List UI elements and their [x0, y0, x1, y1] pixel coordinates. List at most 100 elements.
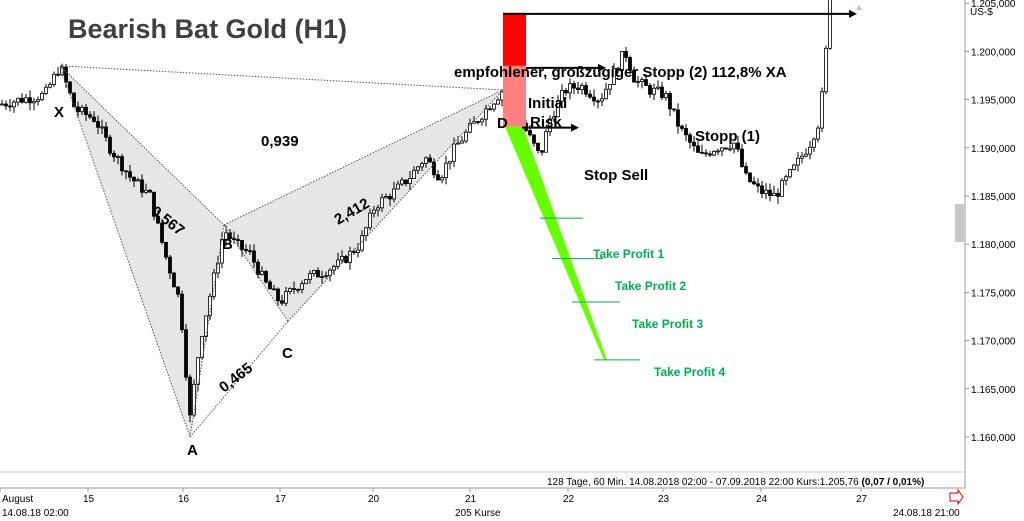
candle-body	[800, 155, 804, 159]
wide-stop-label: empfohlener, großzügiger Stopp (2) 112,8…	[454, 64, 787, 81]
candle-body	[76, 106, 80, 113]
candle-body	[96, 121, 100, 128]
candle-body	[168, 256, 172, 274]
candle-body	[248, 250, 252, 253]
candle-body	[80, 106, 84, 113]
candle-body	[276, 288, 280, 302]
stop-sell-arrow-head	[571, 123, 579, 132]
leg-bc	[223, 224, 289, 322]
y-tick-label: 1.160,000	[971, 433, 1016, 444]
candle-body	[44, 86, 48, 94]
candle-body	[160, 222, 164, 243]
candle-body	[584, 85, 588, 95]
candle-body	[644, 79, 648, 86]
candle-body	[376, 207, 380, 211]
candle-body	[264, 270, 268, 283]
candle-body	[460, 140, 464, 144]
candle-body	[724, 147, 728, 150]
candle-body	[820, 91, 824, 129]
info-bar-change: (0,07 / 0,01%)	[862, 477, 925, 488]
candle-body	[356, 249, 360, 253]
candle-body	[192, 383, 196, 416]
pattern-triangle-xab	[60, 65, 224, 438]
candle-body	[340, 255, 344, 261]
candle-body	[708, 153, 712, 156]
candle-body	[28, 97, 32, 104]
candle-body	[496, 99, 500, 105]
candle-body	[684, 128, 688, 136]
x-tick-label: 20	[368, 494, 380, 505]
trade-zones	[503, 12, 640, 361]
leg-xa	[59, 65, 191, 438]
take-profit-1-label: Take Profit 1	[593, 247, 664, 261]
candle-body	[0, 103, 4, 106]
candle-body	[444, 162, 448, 179]
candle-body	[792, 164, 796, 170]
candle-body	[652, 87, 656, 95]
ratio-xad: 0,939	[261, 133, 299, 150]
candle-body	[4, 103, 8, 107]
candle-body	[404, 179, 408, 184]
candle-body	[824, 47, 828, 93]
y-tick-label: 1.165,000	[971, 385, 1016, 396]
candle-body	[476, 121, 480, 123]
candle-body	[128, 171, 132, 178]
y-tick-label: 1.170,000	[971, 337, 1016, 348]
candle-body	[484, 108, 488, 120]
x-tick-label: 23	[658, 494, 670, 505]
stop-sell-label: Stop Sell	[584, 167, 648, 184]
candle-body	[332, 266, 336, 271]
candle-body	[184, 329, 188, 378]
candle-body	[400, 179, 404, 185]
candle-body	[312, 270, 316, 274]
scroll-right-icon[interactable]	[949, 488, 964, 506]
candle-body	[140, 179, 144, 193]
candle-body	[296, 289, 300, 291]
candle-body	[88, 114, 92, 118]
candle-body	[56, 73, 60, 76]
scroll-up-icon[interactable]	[856, 5, 862, 10]
x-tick-label: 21	[465, 494, 477, 505]
candle-body	[432, 161, 436, 176]
candle-body	[736, 142, 740, 150]
point-label-d: D	[497, 115, 508, 132]
stop-one-label: Stopp (1)	[695, 128, 760, 145]
x-tick-label: 22	[563, 494, 575, 505]
candle-body	[640, 79, 644, 82]
footer-center: 205 Kurse	[455, 508, 501, 519]
candle-body	[448, 160, 452, 164]
candle-body	[788, 169, 792, 178]
candle-body	[812, 138, 816, 148]
x-tick-label: 16	[178, 494, 190, 505]
candle-body	[412, 169, 416, 179]
candle-body	[352, 250, 356, 253]
candle-body	[680, 125, 684, 129]
point-label-x: X	[54, 104, 64, 121]
candle-body	[604, 88, 608, 100]
y-tick-label: 1.205,000	[971, 0, 1016, 10]
candle-body	[136, 179, 140, 182]
x-tick-label: August	[2, 494, 33, 505]
arrows	[503, 9, 857, 132]
candle-body	[8, 105, 12, 108]
x-tick-label: 15	[83, 494, 95, 505]
chart-title: Bearish Bat Gold (H1)	[68, 14, 347, 44]
y-tick-label: 1.180,000	[971, 240, 1016, 251]
candle-body	[716, 150, 720, 153]
candle-body	[280, 300, 284, 304]
candle-body	[320, 276, 324, 278]
candle-body	[728, 148, 732, 151]
candle-body	[396, 183, 400, 190]
candle-body	[796, 157, 800, 166]
candle-body	[220, 238, 224, 264]
candle-body	[488, 108, 492, 111]
candle-body	[752, 181, 756, 185]
candle-body	[260, 270, 264, 275]
candle-body	[48, 84, 52, 88]
candle-body	[328, 269, 332, 277]
candle-body	[208, 295, 212, 317]
candle-body	[764, 189, 768, 194]
axis-scrollbar[interactable]	[955, 204, 964, 242]
candle-body	[436, 174, 440, 181]
candle-body	[244, 248, 248, 252]
